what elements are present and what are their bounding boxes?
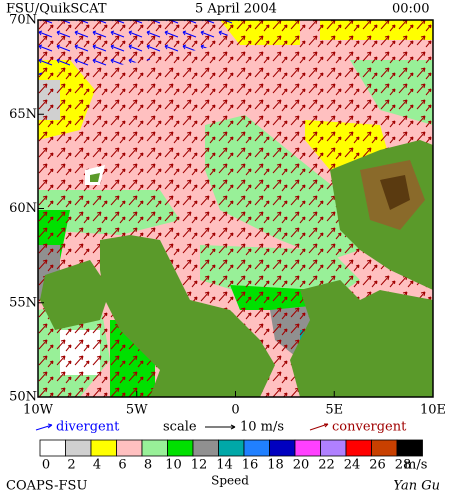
lon-tick-label: 10W <box>23 403 54 418</box>
colorbar-box <box>320 439 347 457</box>
lon-tick-label: 0 <box>231 403 239 418</box>
lat-tick-label: 50N <box>9 390 37 405</box>
divergent-label: divergent <box>56 420 120 435</box>
scale-value: 10 m/s <box>240 420 284 435</box>
colorbar-tick-label: 22 <box>318 458 335 473</box>
colorbar-tick-label: 20 <box>293 458 310 473</box>
colorbar-tick-label: 12 <box>191 458 208 473</box>
scale-arrow <box>205 424 236 430</box>
colorbar-tick-label: 8 <box>144 458 152 473</box>
lon-tick-label: 5E <box>325 403 343 418</box>
colorbar-box <box>269 439 296 457</box>
colorbar-tick-label: 6 <box>118 458 126 473</box>
convergent-label: convergent <box>332 420 407 435</box>
credit-left: COAPS-FSU <box>6 479 87 494</box>
colorbar-box <box>294 439 321 457</box>
title: FSU/QuikSCAT <box>6 2 107 17</box>
colorbar-tick-label: 2 <box>67 458 75 473</box>
lat-tick-label: 55N <box>9 295 37 310</box>
colorbar-tick-label: 4 <box>93 458 101 473</box>
colorbar-tick-label: 0 <box>42 458 50 473</box>
colorbar-box <box>116 439 143 457</box>
scale-label: scale <box>163 420 197 435</box>
colorbar-box <box>65 439 92 457</box>
lat-tick-label: 65N <box>9 107 37 122</box>
lat-tick-label: 60N <box>9 201 37 216</box>
colorbar-tick-label: 24 <box>344 458 361 473</box>
lat-tick-label: 70N <box>9 13 37 28</box>
colorbar-box <box>167 439 194 457</box>
divergent-arrow <box>35 423 53 431</box>
colorbar-box <box>243 439 270 457</box>
colorbar-tick-label: 10 <box>165 458 182 473</box>
colorbar-box <box>345 439 372 457</box>
map-field <box>38 20 433 397</box>
vector-legend: divergent scale 10 m/s convergent <box>35 420 407 435</box>
colorbar-box <box>141 439 168 457</box>
colorbar-tick-label: 16 <box>242 458 259 473</box>
colorbar-box <box>39 439 66 457</box>
colorbar-box <box>396 439 423 457</box>
credit-right: Yan Gu <box>393 479 440 494</box>
colorbar-box <box>90 439 117 457</box>
colorbar-tick-label: 18 <box>267 458 284 473</box>
convergent-arrow <box>309 423 329 431</box>
colorbar-box <box>218 439 245 457</box>
colorbar-unit: m/s <box>404 458 427 473</box>
colorbar-box <box>371 439 398 457</box>
time: 00:00 <box>392 2 429 17</box>
lon-tick-label: 5W <box>126 403 148 418</box>
date: 5 April 2004 <box>195 2 277 17</box>
colorbar-tick-label: 26 <box>369 458 386 473</box>
lon-tick-label: 10E <box>420 403 446 418</box>
colorbar-box <box>192 439 219 457</box>
colorbar-tick-label: 14 <box>216 458 233 473</box>
colorbar-label: Speed <box>211 474 249 488</box>
colorbar-tick-label: 28 <box>395 458 412 473</box>
